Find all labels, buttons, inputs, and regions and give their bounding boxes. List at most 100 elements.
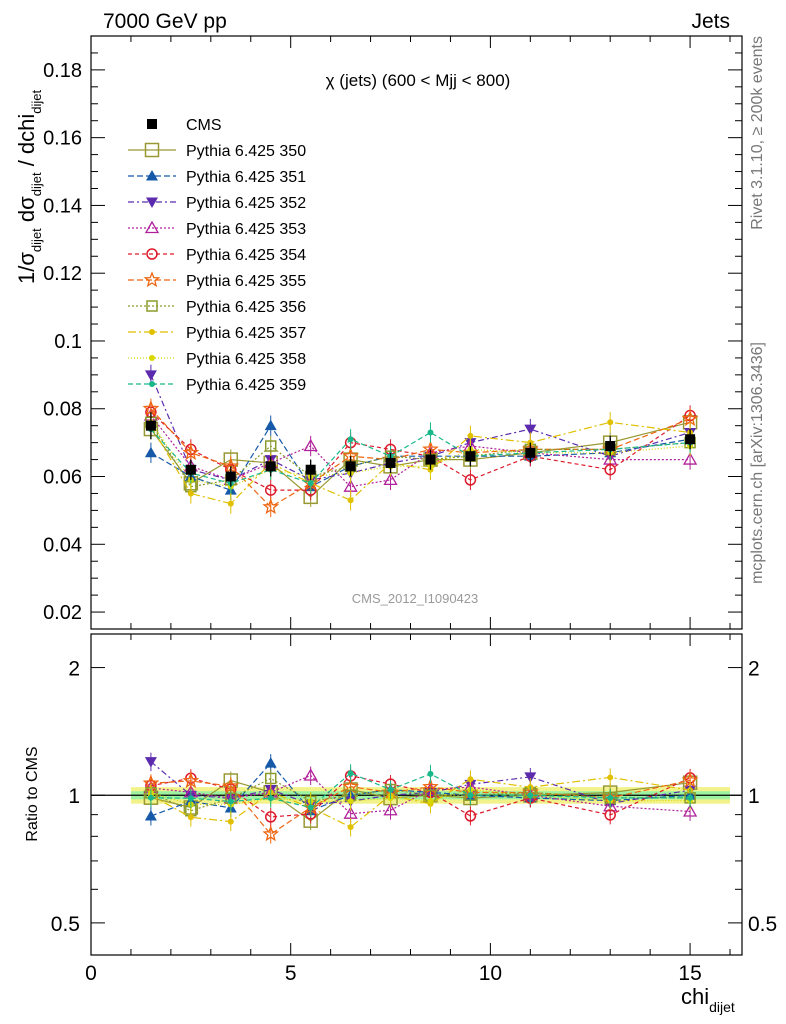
legend-marker xyxy=(149,381,155,387)
data-point xyxy=(144,370,157,381)
y-tick-label: 0.14 xyxy=(43,195,82,217)
data-point xyxy=(467,432,474,439)
y-axis-label: 1/σdijet dσdijet / dchidijet xyxy=(14,89,44,284)
ratio-y-label: Ratio to CMS xyxy=(24,746,41,841)
data-point xyxy=(307,480,314,487)
ratio-point xyxy=(227,818,234,825)
legend-item-7: Pythia 6.425 356 xyxy=(128,299,306,316)
legend-item-3: Pythia 6.425 352 xyxy=(128,195,306,212)
svg-text:1/σdijet dσdijet / dchidijet: 1/σdijet dσdijet / dchidijet xyxy=(14,89,44,284)
ratio-point xyxy=(347,798,354,805)
legend-marker xyxy=(147,119,157,129)
legend-label: Pythia 6.425 357 xyxy=(186,325,306,342)
y-tick-label: 0.04 xyxy=(43,534,82,556)
legend-marker xyxy=(144,220,160,234)
x-axis-label: chidijet xyxy=(681,984,735,1015)
data-point xyxy=(144,446,157,458)
ratio-point xyxy=(347,770,354,777)
data-point xyxy=(682,452,698,465)
watermark: CMS_2012_I1090423 xyxy=(352,591,479,606)
legend-label: Pythia 6.425 353 xyxy=(186,221,306,238)
legend-marker xyxy=(144,142,160,158)
ratio-point xyxy=(524,772,537,783)
legend-marker xyxy=(143,271,161,288)
ratio-panel: 0 5 10 15 0.5 0.5 1 1 2 2 xyxy=(51,633,777,985)
data-point xyxy=(524,424,537,436)
legend-marker xyxy=(149,329,155,335)
side-label-bottom: mcplots.cern.ch [arXiv:1306.3436] xyxy=(749,342,766,584)
ratio-point xyxy=(464,810,477,822)
ratio-point xyxy=(187,814,194,821)
legend-label: Pythia 6.425 356 xyxy=(186,299,306,316)
reference-point xyxy=(265,461,276,472)
ratio-point xyxy=(427,797,434,804)
legend-marker xyxy=(146,170,158,181)
ratio-point xyxy=(264,757,277,768)
ratio-point xyxy=(607,774,614,781)
header-left: 7000 GeV pp xyxy=(103,10,227,33)
y-tick-label: 0.06 xyxy=(43,467,82,489)
ratio-point xyxy=(227,798,234,805)
data-point xyxy=(264,440,277,452)
y-tick-label: 0.1 xyxy=(54,331,82,353)
data-point xyxy=(464,474,477,486)
chart-title: χ (jets) (600 < Mjj < 800) xyxy=(326,71,511,90)
ratio-series-line xyxy=(150,779,691,835)
ratio-point xyxy=(222,777,240,794)
reference-series xyxy=(145,412,696,487)
x-tick-label: 10 xyxy=(479,962,502,985)
data-point xyxy=(262,498,280,515)
data-point xyxy=(182,443,200,460)
ratio-point xyxy=(144,757,157,768)
reference-point xyxy=(685,434,696,445)
reference-point xyxy=(525,447,536,458)
ratio-point xyxy=(144,810,157,821)
ratio-point xyxy=(182,772,200,789)
legend-label: Pythia 6.425 352 xyxy=(186,195,306,212)
ratio-point xyxy=(262,825,280,842)
series-line xyxy=(150,428,691,484)
ratio-series-line xyxy=(150,775,691,818)
ratio-point xyxy=(387,786,394,793)
reference-point xyxy=(605,441,616,452)
data-point xyxy=(604,463,616,476)
legend-label: Pythia 6.425 359 xyxy=(186,377,306,394)
data-point xyxy=(427,429,434,436)
data-point xyxy=(187,490,194,497)
series-line xyxy=(150,421,691,488)
series-line xyxy=(150,374,691,481)
main-panel: 0.02 0.04 0.06 0.08 0.1 0.12 0.14 0.16 0.18 xyxy=(43,35,743,955)
ratio-series-line xyxy=(150,789,691,806)
legend-item-10: Pythia 6.425 359 xyxy=(128,377,306,394)
reference-point xyxy=(305,464,316,475)
svg-text:chidijet: chidijet xyxy=(681,984,735,1015)
legend-item-8: Pythia 6.425 357 xyxy=(128,325,306,342)
ratio-tick-label: 1 xyxy=(68,785,80,808)
ratio-tick-label: 0.5 xyxy=(51,913,80,936)
ratio-series-line xyxy=(150,772,691,809)
y-tick-label: 0.02 xyxy=(43,602,82,624)
ratio-series-10 xyxy=(147,764,694,817)
legend: CMS Pythia 6.425 350 Pythia 6.425 351 Pythi… xyxy=(128,117,306,394)
ratio-point xyxy=(303,768,318,781)
legend-label: Pythia 6.425 358 xyxy=(186,351,306,368)
data-point xyxy=(347,497,354,504)
reference-point xyxy=(385,457,396,468)
main-frame xyxy=(90,35,743,630)
legend-label: CMS xyxy=(186,117,222,134)
ratio-point xyxy=(687,794,694,801)
data-point xyxy=(383,472,398,486)
data-point xyxy=(142,399,160,416)
legend-marker xyxy=(146,300,158,312)
ratio-point xyxy=(383,802,398,816)
ratio-tick-label-right: 2 xyxy=(748,658,760,681)
legend-label: Pythia 6.425 355 xyxy=(186,273,306,290)
reference-point xyxy=(225,471,236,482)
ratio-point xyxy=(682,804,698,817)
legend-item-4: Pythia 6.425 353 xyxy=(128,220,306,238)
ratio-point xyxy=(527,792,534,799)
data-point xyxy=(681,410,699,427)
legend-marker xyxy=(149,355,155,361)
legend-marker xyxy=(146,248,158,260)
